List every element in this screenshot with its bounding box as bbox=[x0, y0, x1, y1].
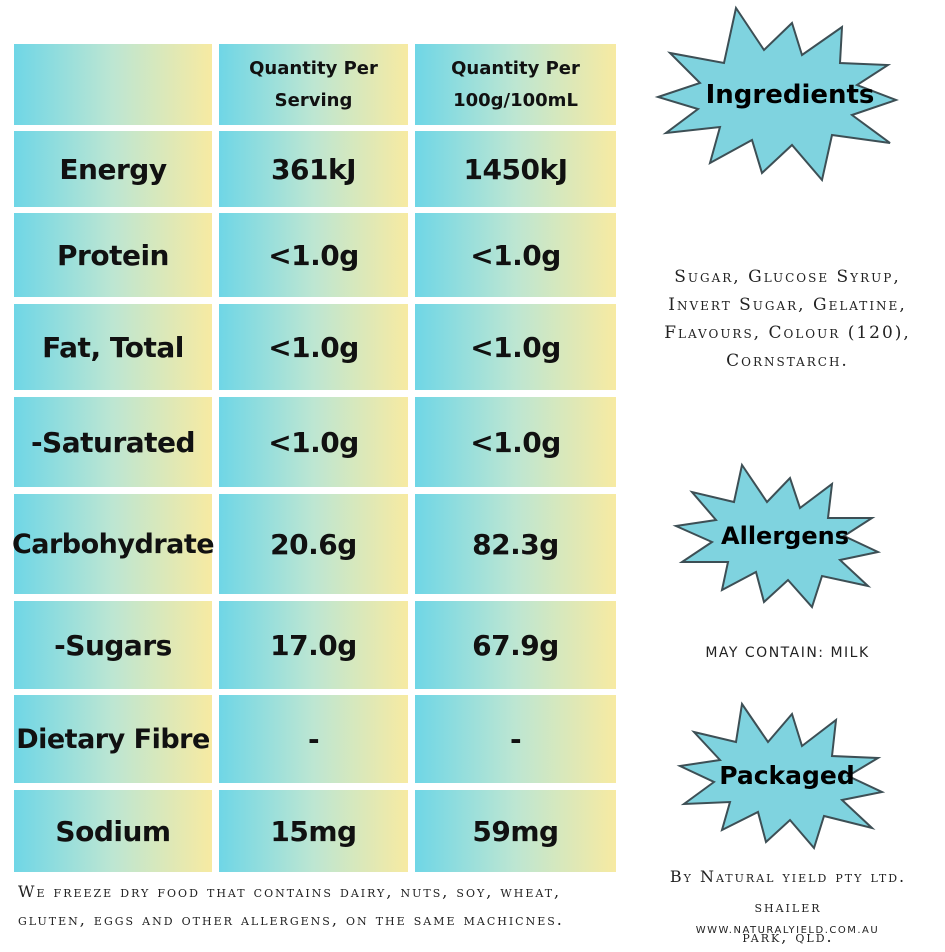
table-cell-per100: 1450kJ bbox=[415, 131, 616, 207]
table-row-label: -Sugars bbox=[14, 601, 212, 689]
ingredients-list: Sugar, Glucose Syrup, Invert Sugar, Gela… bbox=[640, 263, 935, 375]
packaged-badge: Packaged bbox=[676, 700, 886, 850]
table-row-label: Sodium bbox=[14, 790, 212, 872]
allergens-title: Allergens bbox=[721, 522, 849, 550]
table-row-label: Energy bbox=[14, 131, 212, 207]
header-per-100g: Quantity Per 100g/100mL bbox=[415, 44, 616, 125]
table-cell-serving: 15mg bbox=[219, 790, 408, 872]
table-cell-per100: 82.3g bbox=[415, 494, 616, 594]
header-empty-cell bbox=[14, 44, 212, 125]
table-cell-per100: - bbox=[415, 695, 616, 783]
table-cell-serving: 20.6g bbox=[219, 494, 408, 594]
packaged-line-1: By Natural yield pty ltd. shailer bbox=[669, 867, 907, 916]
table-cell-serving: <1.0g bbox=[219, 397, 408, 487]
starburst-icon bbox=[676, 701, 886, 850]
table-cell-per100: 67.9g bbox=[415, 601, 616, 689]
table-cell-per100: <1.0g bbox=[415, 213, 616, 297]
header-per-serving: Quantity Per Serving bbox=[219, 44, 408, 125]
table-cell-per100: <1.0g bbox=[415, 397, 616, 487]
allergen-footnote: We freeze dry food that contains dairy, … bbox=[18, 878, 618, 934]
table-cell-per100: 59mg bbox=[415, 790, 616, 872]
table-cell-per100: <1.0g bbox=[415, 304, 616, 390]
ingredients-line: Flavours, Colour (120), bbox=[664, 323, 911, 343]
header-per-100g-label: Quantity Per 100g/100mL bbox=[451, 57, 580, 111]
ingredients-line: Invert Sugar, Gelatine, bbox=[668, 295, 907, 315]
ingredients-line: Cornstarch. bbox=[726, 351, 849, 371]
allergens-badge: Allergens bbox=[672, 462, 882, 610]
packaged-line-2: park, qld. bbox=[742, 927, 834, 946]
website-link[interactable]: www.naturalyield.com.au bbox=[695, 925, 880, 936]
header-per-serving-label: Quantity Per Serving bbox=[249, 57, 378, 111]
packaged-by: By Natural yield pty ltd. shailer park, … bbox=[638, 862, 938, 952]
starburst-icon bbox=[654, 5, 899, 183]
table-cell-serving: 17.0g bbox=[219, 601, 408, 689]
ingredients-badge: Ingredients bbox=[652, 5, 900, 185]
ingredients-line: Sugar, Glucose Syrup, bbox=[674, 267, 901, 287]
table-cell-serving: - bbox=[219, 695, 408, 783]
table-cell-serving: 361kJ bbox=[219, 131, 408, 207]
packaged-title: Packaged bbox=[719, 760, 855, 790]
footnote-line-1: We freeze dry food that contains dairy, … bbox=[18, 882, 562, 901]
table-row-label: Carbohydrate bbox=[12, 494, 215, 594]
footnote-line-2: gluten, eggs and other allergens, on the… bbox=[18, 910, 564, 929]
table-row-label: Protein bbox=[14, 213, 212, 297]
ingredients-title: Ingredients bbox=[705, 80, 875, 110]
table-cell-serving: <1.0g bbox=[219, 304, 408, 390]
table-cell-serving: <1.0g bbox=[219, 213, 408, 297]
starburst-icon bbox=[672, 462, 882, 609]
table-row-label: Dietary Fibre bbox=[14, 695, 212, 783]
table-row-label: -Saturated bbox=[14, 397, 212, 487]
table-row-label: Fat, Total bbox=[14, 304, 212, 390]
allergen-warning: may contain: milk bbox=[705, 645, 870, 661]
